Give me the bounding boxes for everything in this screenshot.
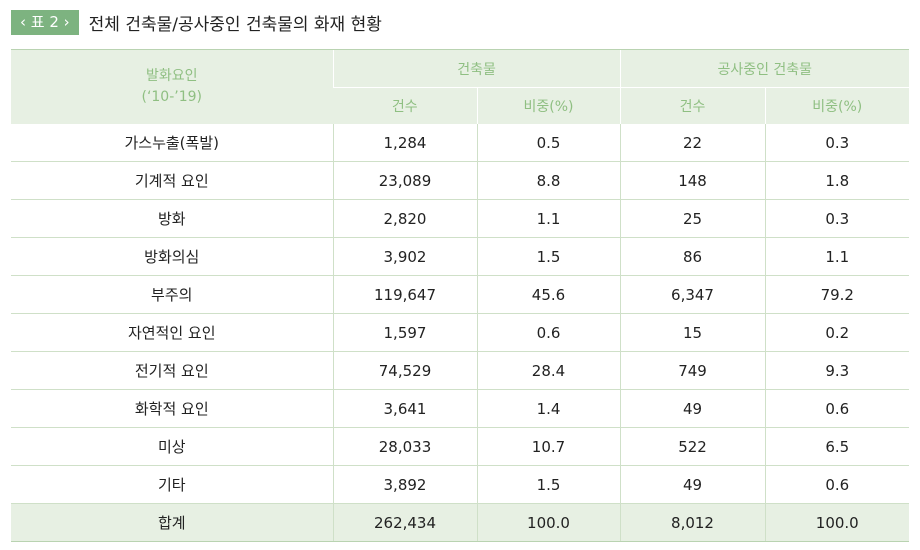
cell-cause: 미상 (11, 427, 333, 466)
header-construction-ratio: 비중(%) (764, 87, 910, 124)
cell-buildings-count: 74,529 (332, 351, 477, 390)
table-row: 화학적 요인 3,641 1.4 49 0.6 (11, 389, 910, 428)
cell-buildings-ratio: 8.8 (476, 161, 621, 200)
header-group-buildings: 건축물 (332, 49, 621, 88)
header-cause-line1: 발화요인 (145, 68, 198, 84)
cell-construction-ratio: 0.3 (764, 124, 910, 162)
table-row: 미상 28,033 10.7 522 6.5 (11, 427, 910, 466)
cell-cause: 부주의 (11, 275, 333, 314)
table-row: 방화의심 3,902 1.5 86 1.1 (11, 237, 910, 276)
fire-cause-table: 발화요인 (‘10-’19) 건축물 공사중인 건축물 건수 비중(%) 건수 … (11, 49, 910, 542)
table-row: 가스누출(폭발) 1,284 0.5 22 0.3 (11, 124, 910, 162)
table-row: 기타 3,892 1.5 49 0.6 (11, 465, 910, 504)
cell-buildings-count: 2,820 (332, 199, 477, 238)
cell-construction-ratio: 0.6 (764, 465, 910, 504)
cell-buildings-ratio: 0.6 (476, 313, 621, 352)
header-cause-line2: (‘10-’19) (141, 89, 202, 105)
cell-cause: 화학적 요인 (11, 389, 333, 428)
cell-construction-ratio: 0.3 (764, 199, 910, 238)
cell-buildings-ratio: 100.0 (476, 503, 621, 542)
header-buildings-ratio: 비중(%) (476, 87, 621, 124)
cell-construction-count: 522 (619, 427, 766, 466)
table-body: 가스누출(폭발) 1,284 0.5 22 0.3 기계적 요인 23,089 8.8 148 1… (11, 124, 910, 542)
cell-cause: 합계 (11, 503, 333, 542)
table-row: 부주의 119,647 45.6 6,347 79.2 (11, 275, 910, 314)
cell-buildings-ratio: 10.7 (476, 427, 621, 466)
header-group-construction: 공사중인 건축물 (619, 49, 910, 88)
table-row: 방화 2,820 1.1 25 0.3 (11, 199, 910, 238)
cell-construction-ratio: 1.1 (764, 237, 910, 276)
cell-construction-ratio: 9.3 (764, 351, 910, 390)
cell-buildings-ratio: 1.5 (476, 237, 621, 276)
cell-construction-count: 148 (619, 161, 766, 200)
cell-construction-ratio: 100.0 (764, 503, 910, 542)
cell-buildings-ratio: 28.4 (476, 351, 621, 390)
cell-cause: 가스누출(폭발) (11, 124, 333, 162)
cell-buildings-count: 1,284 (332, 124, 477, 162)
cell-construction-count: 49 (619, 465, 766, 504)
cell-construction-count: 49 (619, 389, 766, 428)
header-cause: 발화요인 (‘10-’19) (11, 49, 333, 124)
cell-buildings-count: 3,902 (332, 237, 477, 276)
cell-construction-count: 15 (619, 313, 766, 352)
cell-cause: 기계적 요인 (11, 161, 333, 200)
cell-buildings-count: 3,641 (332, 389, 477, 428)
cell-buildings-ratio: 1.5 (476, 465, 621, 504)
cell-construction-count: 6,347 (619, 275, 766, 314)
cell-construction-ratio: 0.2 (764, 313, 910, 352)
cell-construction-count: 22 (619, 124, 766, 162)
header-construction-count: 건수 (619, 87, 766, 124)
cell-cause: 전기적 요인 (11, 351, 333, 390)
cell-buildings-ratio: 1.4 (476, 389, 621, 428)
cell-construction-ratio: 79.2 (764, 275, 910, 314)
cell-cause: 방화의심 (11, 237, 333, 276)
cell-construction-ratio: 0.6 (764, 389, 910, 428)
cell-construction-count: 25 (619, 199, 766, 238)
cell-buildings-ratio: 1.1 (476, 199, 621, 238)
header-buildings-count: 건수 (333, 87, 477, 124)
table-caption: ‹ 표 2 › 전체 건축물/공사중인 건축물의 화재 현황 (11, 9, 382, 35)
table-row: 전기적 요인 74,529 28.4 749 9.3 (11, 351, 910, 390)
cell-construction-ratio: 6.5 (764, 427, 910, 466)
cell-buildings-ratio: 0.5 (476, 124, 621, 162)
cell-construction-count: 86 (619, 237, 766, 276)
cell-buildings-count: 119,647 (332, 275, 477, 314)
cell-construction-ratio: 1.8 (764, 161, 910, 200)
cell-cause: 자연적인 요인 (11, 313, 333, 352)
cell-buildings-count: 28,033 (332, 427, 477, 466)
table-header: 발화요인 (‘10-’19) 건축물 공사중인 건축물 건수 비중(%) 건수 … (11, 49, 910, 124)
cell-cause: 기타 (11, 465, 333, 504)
cell-buildings-count: 23,089 (332, 161, 477, 200)
table-title: 전체 건축물/공사중인 건축물의 화재 현황 (88, 14, 382, 35)
total-row: 합계 262,434 100.0 8,012 100.0 (11, 503, 910, 542)
cell-cause: 방화 (11, 199, 333, 238)
table-row: 기계적 요인 23,089 8.8 148 1.8 (11, 161, 910, 200)
cell-buildings-count: 1,597 (332, 313, 477, 352)
cell-buildings-count: 3,892 (332, 465, 477, 504)
cell-construction-count: 8,012 (619, 503, 766, 542)
cell-construction-count: 749 (619, 351, 766, 390)
cell-buildings-count: 262,434 (332, 503, 477, 542)
table-row: 자연적인 요인 1,597 0.6 15 0.2 (11, 313, 910, 352)
cell-buildings-ratio: 45.6 (476, 275, 621, 314)
table-number-badge: ‹ 표 2 › (11, 9, 79, 35)
